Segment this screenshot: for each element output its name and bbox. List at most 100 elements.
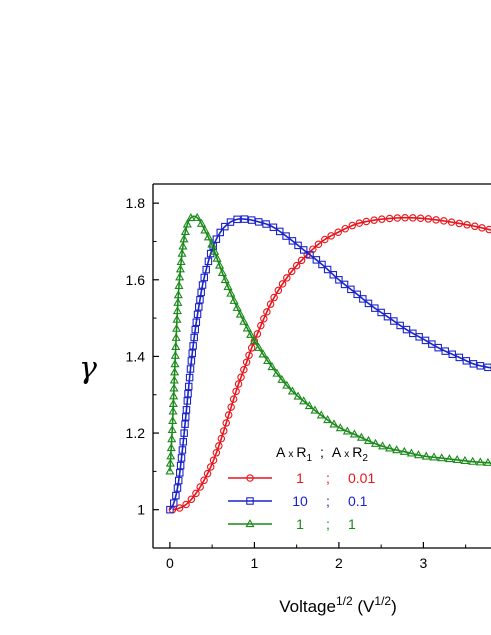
data-point [185, 373, 194, 382]
data-point [170, 499, 178, 507]
legend-r1-value: 1 [296, 470, 304, 486]
data-point [170, 350, 180, 359]
data-point [312, 256, 321, 264]
data-point [187, 495, 196, 504]
series-1 [168, 213, 491, 514]
data-point [167, 434, 177, 443]
data-point [392, 445, 402, 454]
data-point [335, 423, 345, 432]
x-tick-label: 3 [420, 555, 428, 571]
data-point [247, 216, 256, 224]
data-point [172, 314, 182, 323]
data-point [220, 427, 228, 435]
data-point [217, 434, 226, 443]
data-point [220, 275, 230, 284]
y-tick-label: 1.8 [126, 195, 146, 211]
data-point [282, 232, 290, 240]
data-point [216, 228, 224, 237]
data-point [335, 276, 343, 284]
data-point [168, 415, 178, 424]
data-point [242, 323, 252, 332]
data-point [432, 216, 440, 224]
data-point [385, 214, 394, 223]
series-3 [165, 212, 491, 475]
data-point [222, 419, 230, 427]
data-point [223, 281, 233, 290]
data-point [242, 358, 251, 366]
x-axis-label: Voltage1/2 (V1/2) [279, 594, 397, 616]
data-point [172, 323, 182, 332]
data-point [390, 317, 398, 325]
data-point [304, 401, 314, 410]
data-point [237, 373, 245, 381]
data-point [233, 215, 241, 224]
data-point [263, 308, 271, 316]
x-tick-label: 2 [335, 555, 343, 571]
data-point [371, 304, 379, 312]
data-point [203, 469, 212, 478]
data-point [287, 386, 297, 395]
data-point [175, 504, 184, 512]
data-point [267, 362, 277, 371]
data-point [287, 267, 296, 276]
data-point [254, 342, 264, 351]
data-point [171, 341, 181, 350]
data-point [234, 380, 243, 388]
data-point [468, 456, 478, 465]
data-point [235, 309, 245, 318]
data-point [340, 280, 349, 289]
data-point [275, 227, 284, 236]
data-point [448, 350, 457, 358]
data-point [192, 318, 201, 327]
data-point [263, 355, 273, 365]
y-tick-label: 1.6 [126, 272, 146, 288]
data-point [169, 383, 179, 392]
data-point [314, 240, 323, 248]
legend-entry-3: 1; 1 [228, 516, 356, 532]
data-point [192, 489, 200, 498]
data-point [169, 375, 179, 384]
data-point [370, 216, 378, 224]
data-point [204, 257, 213, 266]
data-point [385, 443, 395, 452]
data-point [294, 241, 302, 250]
data-point [434, 343, 442, 352]
data-point [196, 483, 204, 491]
data-point [441, 347, 449, 355]
legend-marker [246, 474, 254, 482]
data-point [212, 235, 221, 243]
data-point [262, 220, 270, 228]
data-point [455, 219, 464, 228]
data-point [485, 225, 491, 234]
data-point [176, 469, 184, 477]
data-point [342, 426, 352, 435]
data-point [396, 321, 404, 330]
data-point [347, 285, 355, 294]
data-point [377, 308, 385, 317]
data-point [258, 349, 268, 358]
legend-r2-value: 0.01 [348, 470, 375, 486]
data-point [207, 239, 217, 248]
data-point [217, 267, 227, 276]
data-point [176, 256, 186, 266]
data-point [198, 281, 207, 289]
data-point [484, 363, 491, 372]
data-point [462, 357, 471, 365]
data-point [413, 450, 424, 459]
data-point [175, 264, 185, 273]
x-tick-label: 1 [251, 555, 259, 571]
data-point [293, 391, 303, 400]
data-point [172, 491, 180, 500]
data-point [173, 484, 182, 492]
data-point [353, 290, 361, 299]
data-point [297, 256, 306, 265]
data-point [179, 438, 188, 446]
data-point [187, 357, 196, 365]
data-point [452, 454, 462, 464]
data-point [416, 214, 425, 223]
data-point [363, 435, 374, 445]
data-point [269, 223, 278, 232]
legend-separator: ; [326, 516, 330, 532]
